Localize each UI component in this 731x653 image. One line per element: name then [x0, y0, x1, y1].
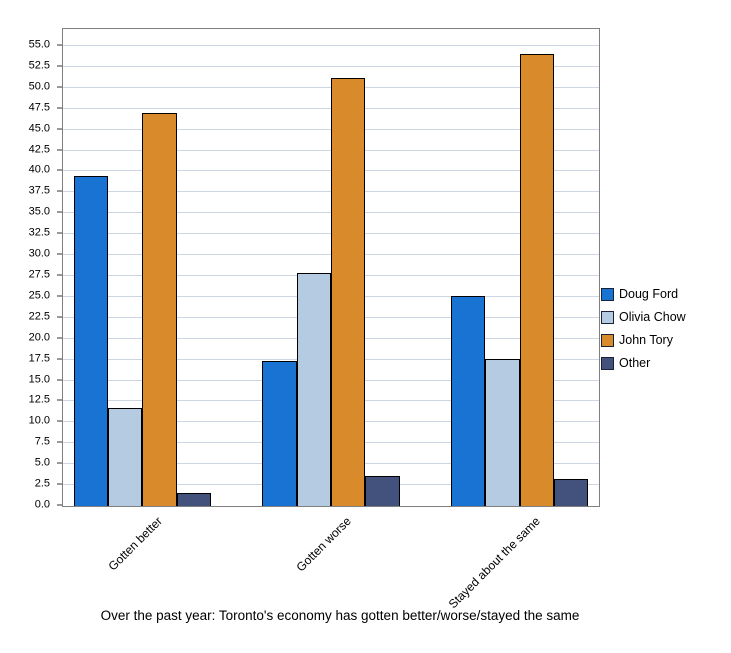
legend-swatch	[601, 333, 614, 347]
y-tick-label: 50.0	[28, 80, 50, 93]
y-tick-label: 55.0	[28, 38, 50, 51]
y-tick-label: 47.5	[28, 101, 50, 114]
y-tick-mark	[57, 462, 62, 464]
y-tick-label: 10.0	[28, 414, 50, 427]
y-tick-label: 45.0	[28, 122, 50, 135]
legend-label: Doug Ford	[619, 287, 679, 301]
y-tick-label: 37.5	[28, 184, 50, 197]
y-tick-mark	[57, 169, 62, 171]
y-tick-mark	[57, 128, 62, 130]
legend-item-john-tory: John Tory	[601, 333, 686, 347]
y-tick-label: 17.5	[28, 352, 50, 365]
bar-group-stayed-about-the-same	[450, 53, 589, 506]
x-category-label: Gotten better	[105, 514, 166, 574]
y-tick-label: 40.0	[28, 163, 50, 176]
y-tick-label: 15.0	[28, 373, 50, 386]
y-tick-mark	[57, 504, 62, 506]
y-tick-mark	[57, 358, 62, 360]
y-tick-mark	[57, 232, 62, 234]
gridline	[63, 65, 599, 67]
y-tick-label: 12.5	[28, 393, 50, 406]
bar-john-tory-stayed-about-the-same	[519, 53, 554, 506]
gridline	[63, 45, 599, 47]
y-tick-label: 20.0	[28, 331, 50, 344]
y-tick-label: 42.5	[28, 143, 50, 156]
y-tick-mark	[57, 253, 62, 255]
y-tick-mark	[57, 316, 62, 318]
bar-john-tory-gotten-better	[142, 112, 177, 506]
bar-olivia-chow-gotten-better	[107, 408, 143, 506]
bar-group-gotten-better	[73, 112, 211, 506]
legend-item-olivia-chow: Olivia Chow	[601, 310, 686, 324]
bar-olivia-chow-stayed-about-the-same	[485, 358, 520, 506]
legend-label: Other	[619, 356, 651, 370]
y-tick-mark	[57, 420, 62, 422]
y-tick-mark	[57, 399, 62, 401]
y-tick-label: 30.0	[28, 247, 50, 260]
bar-olivia-chow-gotten-worse	[296, 272, 331, 506]
y-tick-mark	[57, 483, 62, 485]
y-tick-mark	[57, 107, 62, 109]
y-tick-mark	[57, 65, 62, 67]
legend-item-doug-ford: Doug Ford	[601, 287, 686, 301]
bar-other-stayed-about-the-same	[553, 479, 589, 506]
chart-caption: Over the past year: Toronto's economy ha…	[100, 608, 580, 623]
y-axis: 0.0 2.5 5.0 7.5 10.0 12.5 15.0 17.5 20.0 22.5 25.0…	[0, 28, 62, 510]
legend: Doug Ford Olivia Chow John Tory Other	[601, 287, 686, 379]
bar-doug-ford-stayed-about-the-same	[450, 296, 486, 506]
y-tick-mark	[57, 86, 62, 88]
y-tick-mark	[57, 211, 62, 213]
y-tick-mark	[57, 149, 62, 151]
y-tick-label: 25.0	[28, 289, 50, 302]
bar-doug-ford-gotten-better	[73, 175, 108, 506]
y-tick-label: 35.0	[28, 205, 50, 218]
y-tick-mark	[57, 441, 62, 443]
y-tick-label: 52.5	[28, 59, 50, 72]
y-tick-mark	[57, 274, 62, 276]
y-tick-mark	[57, 379, 62, 381]
bar-other-gotten-worse	[365, 475, 400, 506]
y-tick-label: 22.5	[28, 310, 50, 323]
y-tick-mark	[57, 44, 62, 46]
plot-area	[62, 28, 600, 507]
y-tick-label: 32.5	[28, 226, 50, 239]
legend-label: John Tory	[619, 333, 673, 347]
legend-item-other: Other	[601, 356, 686, 370]
y-tick-label: 2.5	[34, 477, 50, 490]
y-tick-label: 5.0	[34, 456, 50, 469]
y-tick-mark	[57, 337, 62, 339]
y-tick-label: 7.5	[34, 435, 50, 448]
y-tick-mark	[57, 190, 62, 192]
y-tick-label: 27.5	[28, 268, 50, 281]
legend-swatch	[601, 310, 614, 324]
bar-other-gotten-better	[176, 493, 211, 506]
legend-swatch	[601, 356, 614, 370]
y-tick-mark	[57, 295, 62, 297]
x-category-label: Stayed about the same	[445, 514, 543, 612]
legend-swatch	[601, 287, 614, 301]
x-category-label: Gotten worse	[293, 514, 354, 575]
y-tick-label: 0.0	[34, 498, 50, 511]
legend-label: Olivia Chow	[619, 310, 686, 324]
bar-john-tory-gotten-worse	[331, 77, 366, 506]
bar-doug-ford-gotten-worse	[262, 361, 297, 506]
bar-group-gotten-worse	[262, 77, 400, 506]
